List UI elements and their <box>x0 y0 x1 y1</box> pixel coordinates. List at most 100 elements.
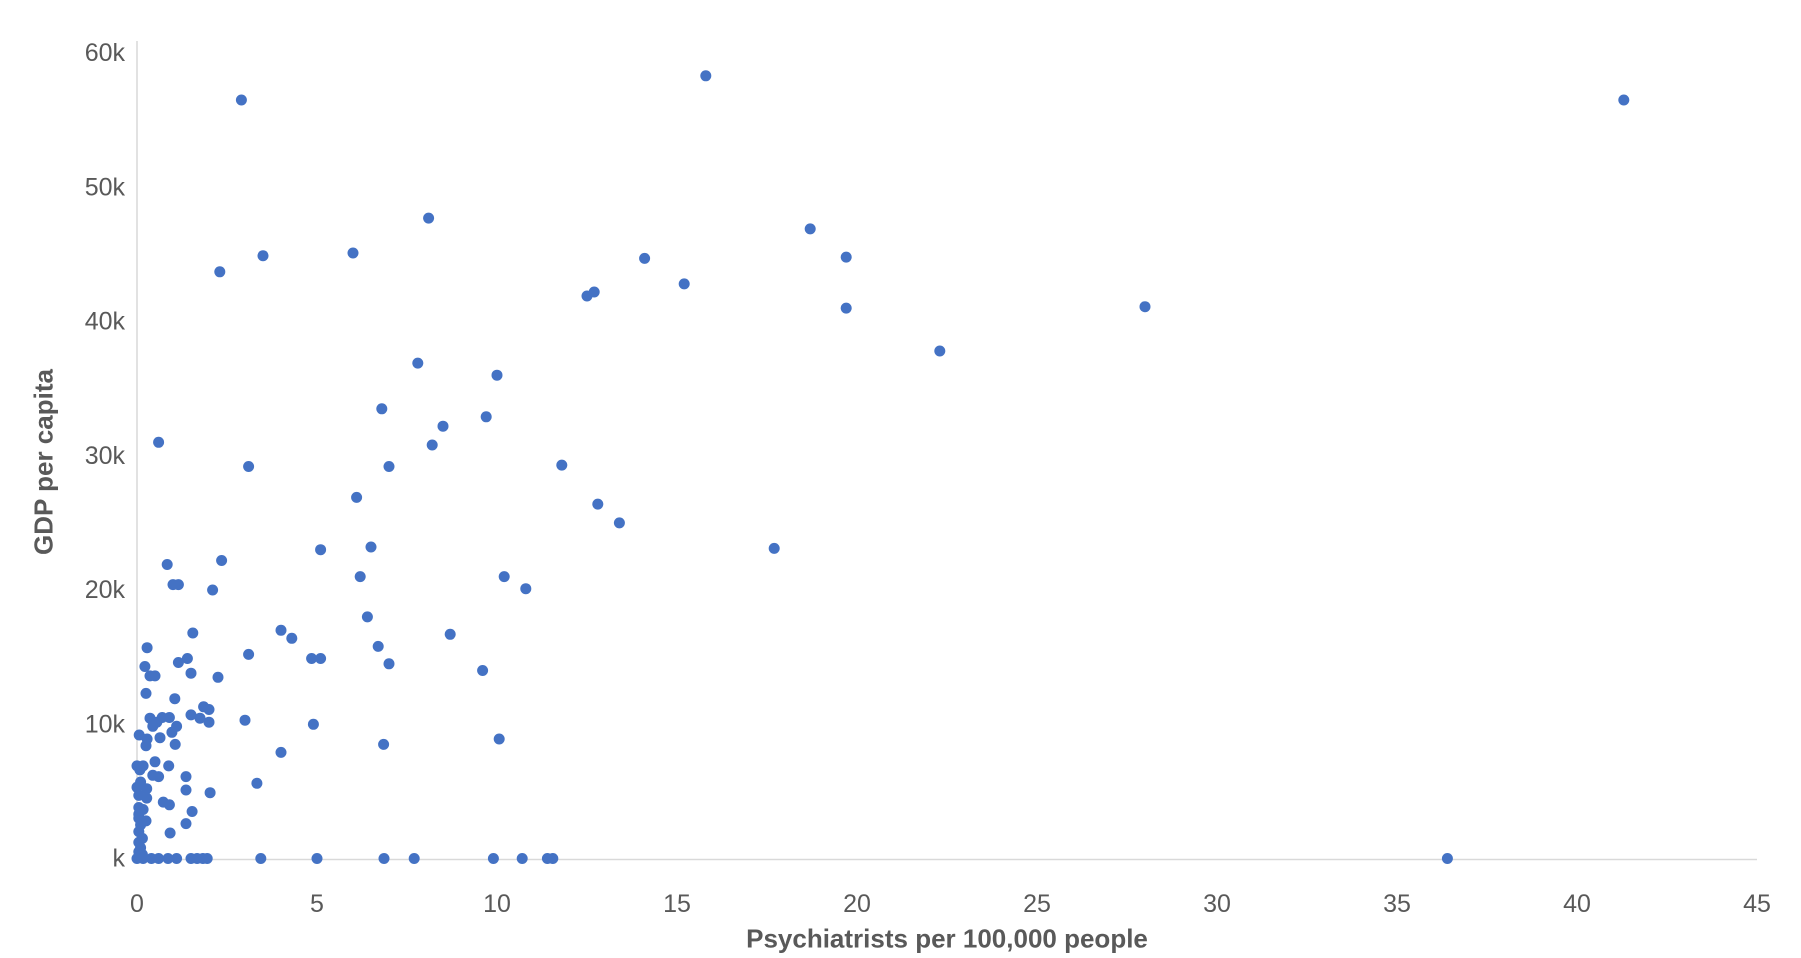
data-point <box>307 718 319 730</box>
data-point <box>163 760 175 772</box>
data-point <box>315 544 327 556</box>
data-point <box>235 94 247 106</box>
data-point <box>171 853 183 864</box>
data-point <box>556 459 568 471</box>
data-point <box>383 658 395 670</box>
data-point <box>520 583 532 595</box>
data-point <box>1441 853 1453 864</box>
data-point <box>257 250 269 262</box>
data-point <box>181 653 193 664</box>
data-point <box>639 252 651 264</box>
data-point <box>376 403 388 415</box>
data-point <box>180 784 192 796</box>
y-axis-title: GDP per capita <box>28 369 59 555</box>
data-point <box>186 806 198 817</box>
data-point <box>444 628 456 640</box>
data-point <box>372 640 384 652</box>
x-tick-label: 10 <box>483 890 511 918</box>
x-tick-label: 40 <box>1563 890 1591 918</box>
x-tick-label: 5 <box>310 890 324 918</box>
data-point <box>185 667 197 679</box>
data-point <box>934 345 946 357</box>
data-point <box>592 498 604 510</box>
data-point <box>239 714 251 726</box>
data-point <box>149 670 161 682</box>
data-point <box>354 571 366 583</box>
data-point <box>251 777 263 789</box>
data-point <box>365 541 377 553</box>
data-point <box>498 571 510 583</box>
data-point <box>141 642 153 654</box>
data-point <box>169 693 181 705</box>
x-tick-label: 30 <box>1203 890 1231 918</box>
data-point <box>408 853 420 864</box>
data-point <box>141 792 153 804</box>
data-point <box>378 738 390 750</box>
data-point <box>678 278 690 290</box>
data-point <box>804 223 816 235</box>
x-tick-label: 15 <box>663 890 691 918</box>
data-point <box>487 853 499 864</box>
data-point <box>700 70 712 82</box>
data-point <box>212 671 224 683</box>
x-tick-label: 35 <box>1383 890 1411 918</box>
data-point <box>315 653 327 664</box>
data-point <box>203 716 215 728</box>
data-point <box>243 461 255 472</box>
data-point <box>516 853 528 864</box>
data-point <box>149 756 161 768</box>
data-point <box>286 632 298 644</box>
data-point <box>480 411 492 423</box>
data-point <box>361 611 373 623</box>
data-point <box>141 783 153 795</box>
x-tick-label: 20 <box>843 890 871 918</box>
data-point <box>840 302 852 314</box>
y-tick-label: 50k <box>85 173 126 201</box>
data-point <box>147 720 159 732</box>
data-point <box>423 212 435 224</box>
x-axis-title: Psychiatrists per 100,000 people <box>746 923 1148 954</box>
x-tick-label: 45 <box>1743 890 1771 918</box>
data-point <box>203 704 215 715</box>
data-point <box>306 653 318 664</box>
data-point <box>172 579 184 591</box>
data-point <box>180 818 192 830</box>
data-point <box>172 657 184 668</box>
data-point <box>140 740 152 752</box>
data-point <box>134 764 146 776</box>
data-point <box>137 853 149 864</box>
data-point <box>547 853 559 864</box>
data-point <box>153 771 165 783</box>
data-point <box>383 461 395 472</box>
data-point <box>347 247 359 259</box>
data-point <box>351 491 363 503</box>
data-point <box>216 555 228 566</box>
data-point <box>1139 301 1151 313</box>
data-point <box>204 787 216 799</box>
x-tick-label: 0 <box>130 890 144 918</box>
data-point <box>426 439 438 451</box>
data-point <box>255 853 267 864</box>
data-point <box>163 799 175 811</box>
data-point <box>768 542 780 554</box>
data-point <box>153 436 165 448</box>
data-point <box>493 733 505 745</box>
data-point <box>140 687 152 699</box>
data-point <box>1618 94 1630 106</box>
data-point <box>613 517 625 529</box>
y-tick-label: 40k <box>85 308 126 336</box>
data-point <box>187 627 199 639</box>
x-tick-label: 25 <box>1023 890 1051 918</box>
data-point <box>275 624 287 636</box>
data-point <box>194 712 206 724</box>
data-point <box>169 738 181 750</box>
data-point <box>437 420 449 432</box>
data-point <box>133 808 145 820</box>
data-point <box>207 584 219 596</box>
data-point <box>840 251 852 263</box>
y-tick-label: k <box>113 845 126 873</box>
data-point <box>164 827 176 839</box>
data-point <box>154 732 166 744</box>
